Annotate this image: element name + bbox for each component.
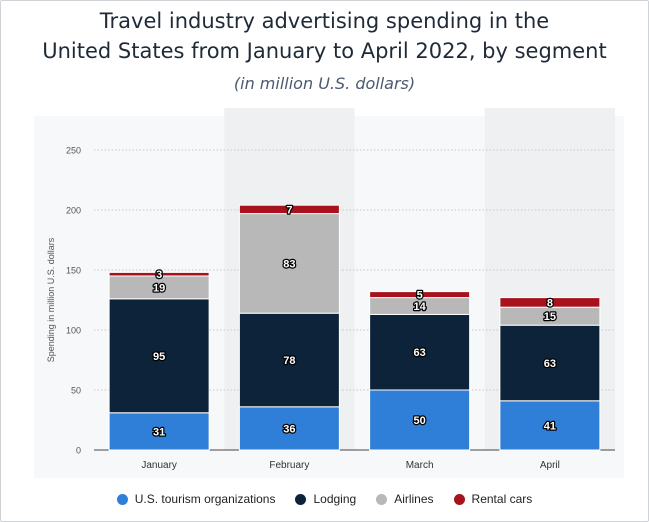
legend-item[interactable]: Airlines <box>376 492 434 506</box>
legend-item[interactable]: U.S. tourism organizations <box>116 492 276 506</box>
legend: U.S. tourism organizations Lodging Airline… <box>0 492 649 506</box>
data-label: 5 <box>417 290 423 302</box>
legend-marker <box>453 493 465 505</box>
legend-label: Airlines <box>394 492 434 506</box>
legend-label: Rental cars <box>471 492 533 506</box>
data-label: 63 <box>544 358 556 370</box>
data-label: 83 <box>283 258 295 270</box>
data-label-halo: 83 <box>283 258 295 270</box>
data-label-halo: 3 <box>156 269 162 281</box>
legend-item[interactable]: Rental cars <box>453 492 533 506</box>
data-label-halo: 19 <box>153 282 165 294</box>
data-label: 3 <box>156 269 162 281</box>
x-tick-label: March <box>406 460 434 471</box>
bar-segment <box>499 324 601 402</box>
data-label-halo: 5 <box>417 290 423 302</box>
data-label: 31 <box>153 426 165 438</box>
chart-title-line-1: Travel industry advertising spending in … <box>99 9 550 33</box>
data-label-halo: 36 <box>283 423 295 435</box>
bar-segment <box>108 271 210 277</box>
y-tick-label: 50 <box>71 386 81 396</box>
bar-segment <box>499 297 601 308</box>
data-label: 41 <box>544 420 556 432</box>
bar-segment <box>238 406 340 451</box>
legend-marker <box>295 493 307 505</box>
y-tick-label: 250 <box>66 146 81 156</box>
x-tick-label: April <box>540 460 560 471</box>
data-label: 63 <box>414 347 426 359</box>
data-label: 36 <box>283 423 295 435</box>
data-label: 8 <box>547 297 553 309</box>
data-label-halo: 8 <box>547 297 553 309</box>
y-tick-label: 0 <box>76 446 81 456</box>
legend-item[interactable]: Lodging <box>295 492 356 506</box>
bar-segment <box>238 312 340 408</box>
data-label-halo: 15 <box>544 311 556 323</box>
bar-segment <box>369 313 471 391</box>
legend-marker <box>376 493 388 505</box>
x-tick-label: February <box>269 460 309 471</box>
y-tick-label: 100 <box>66 326 81 336</box>
data-label-halo: 31 <box>153 426 165 438</box>
bar-segment <box>238 204 340 215</box>
data-label: 15 <box>544 311 556 323</box>
bar-segment <box>369 291 471 299</box>
data-label: 50 <box>414 415 426 427</box>
chart-subtitle: (in million U.S. dollars) <box>233 74 416 93</box>
data-label-halo: 7 <box>286 204 292 216</box>
data-label-halo: 63 <box>544 358 556 370</box>
chart-title: Travel industry advertising spending in … <box>0 6 649 66</box>
bar-segment <box>108 298 210 414</box>
bar-segment <box>499 400 601 451</box>
legend-label: Lodging <box>313 492 357 506</box>
data-label: 95 <box>153 351 165 363</box>
data-label-halo: 78 <box>283 355 295 367</box>
bar-segment <box>238 213 340 314</box>
y-axis-title: Spending in million U.S. dollars <box>46 237 56 362</box>
data-label-halo: 95 <box>153 351 165 363</box>
data-label-halo: 14 <box>414 301 427 313</box>
chart-title-line-2: United States from January to April 2022… <box>42 39 607 63</box>
y-tick-label: 150 <box>66 266 81 276</box>
data-label-halo: 50 <box>414 415 426 427</box>
data-label: 78 <box>283 355 295 367</box>
bar-segment <box>369 389 471 451</box>
legend-marker <box>116 493 128 505</box>
x-tick-label: January <box>141 460 177 471</box>
legend-label: U.S. tourism organizations <box>134 492 276 506</box>
data-label: 14 <box>414 301 427 313</box>
data-label: 19 <box>153 282 165 294</box>
y-tick-label: 200 <box>66 206 81 216</box>
data-label-halo: 41 <box>544 420 556 432</box>
data-label: 7 <box>286 204 292 216</box>
data-label-halo: 63 <box>414 347 426 359</box>
